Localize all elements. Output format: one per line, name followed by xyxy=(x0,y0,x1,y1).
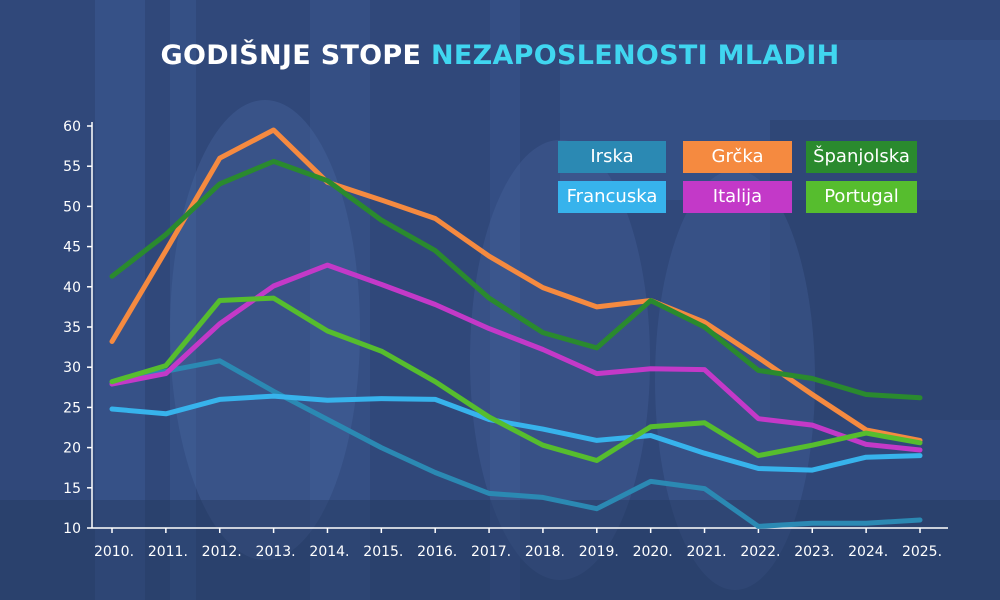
chart-series xyxy=(109,127,923,529)
series-line-5 xyxy=(109,295,923,463)
x-tick-label: 2016. xyxy=(417,544,457,560)
series-line-3 xyxy=(109,393,923,473)
y-tick-label: 25 xyxy=(63,400,81,416)
chart-title-part2: NEZAPOSLENOSTI MLADIH xyxy=(430,40,840,71)
chart-axes: 10 15 20 25 30 35 40 45 50 55 60 2010. 2011. 2012. 201… xyxy=(63,119,948,560)
y-tick-label: 45 xyxy=(63,240,81,256)
x-tick-label: 2025. xyxy=(902,544,942,560)
x-tick-label: 2018. xyxy=(525,544,565,560)
x-tick-label: 2022. xyxy=(740,544,780,560)
y-tick-label: 30 xyxy=(63,360,81,376)
x-tick-label: 2014. xyxy=(309,544,349,560)
x-tick-label: 2013. xyxy=(256,544,296,560)
chart-title: GODIŠNJE STOPE NEZAPOSLENOSTI MLADIH xyxy=(0,40,1000,71)
x-tick-label: 2015. xyxy=(363,544,403,560)
x-tick-label: 2020. xyxy=(633,544,673,560)
y-tick-label: 35 xyxy=(63,320,81,336)
x-tick-label: 2011. xyxy=(148,544,188,560)
legend-item-2: Španjolska xyxy=(806,141,917,173)
chart-title-part1: GODIŠNJE STOPE xyxy=(160,40,422,71)
legend-item-1: Grčka xyxy=(683,141,792,173)
y-tick-label: 20 xyxy=(63,441,81,457)
series-line-2 xyxy=(109,158,923,401)
x-tick-label: 2023. xyxy=(794,544,834,560)
x-tick-label: 2021. xyxy=(686,544,726,560)
legend-item-3: Francuska xyxy=(558,181,666,213)
x-tick-label: 2012. xyxy=(202,544,242,560)
x-tick-label: 2024. xyxy=(848,544,888,560)
legend-item-4: Italija xyxy=(683,181,792,213)
legend-item-0: Irska xyxy=(558,141,666,173)
y-tick-label: 50 xyxy=(63,199,81,215)
y-tick-label: 40 xyxy=(63,280,81,296)
x-tick-label: 2010. xyxy=(94,544,134,560)
x-tick-label: 2017. xyxy=(471,544,511,560)
y-tick-label: 60 xyxy=(63,119,81,135)
y-tick-label: 10 xyxy=(63,521,81,537)
y-tick-label: 15 xyxy=(63,481,81,497)
x-tick-label: 2019. xyxy=(579,544,619,560)
y-tick-label: 55 xyxy=(63,159,81,175)
series-line-4 xyxy=(109,262,923,453)
series-line-0 xyxy=(109,358,923,529)
legend-item-5: Portugal xyxy=(806,181,917,213)
